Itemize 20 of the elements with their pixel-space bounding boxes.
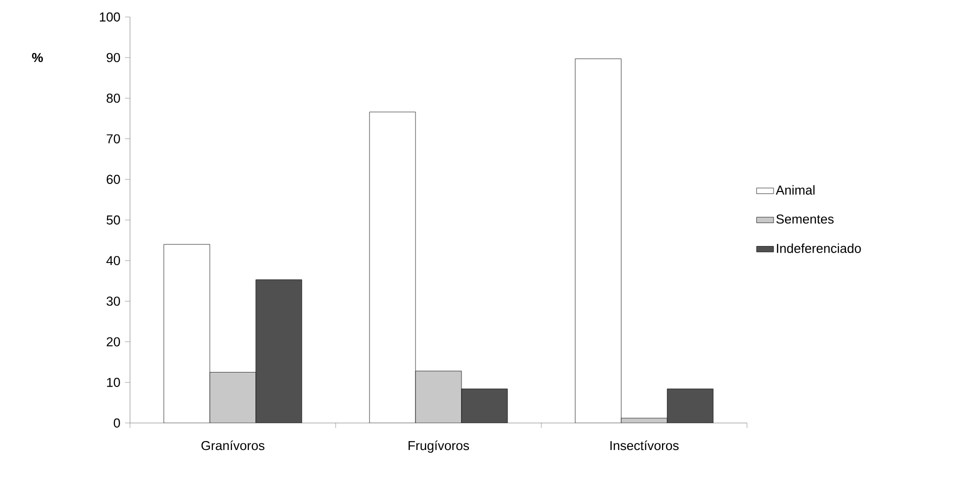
x-tick-label: Frugívoros [408,440,469,453]
y-axis-title: % [32,53,43,62]
y-tick-label: 10 [107,378,120,387]
y-tick-label: 50 [106,215,120,225]
y-tick-label: 40 [106,256,120,266]
y-tick-label: 60 [106,174,120,184]
y-tick-label: 0 [114,418,120,428]
x-tick-label: Granívoros [201,440,264,450]
y-tick-label: 80 [106,94,120,103]
y-tick-label: 70 [106,134,120,144]
y-tick-label: 100 [100,12,120,22]
bar [210,372,256,423]
legend-label: Sementes [776,214,834,224]
bar [415,370,462,423]
legend-label: Animal [776,185,814,195]
y-tick-label: 30 [106,296,120,306]
legend-label: Indeferenciado [776,243,861,253]
x-tick-label: Insectívoros [610,440,679,450]
y-tick-label: 20 [106,337,120,346]
y-tick-label: 90 [106,53,120,62]
